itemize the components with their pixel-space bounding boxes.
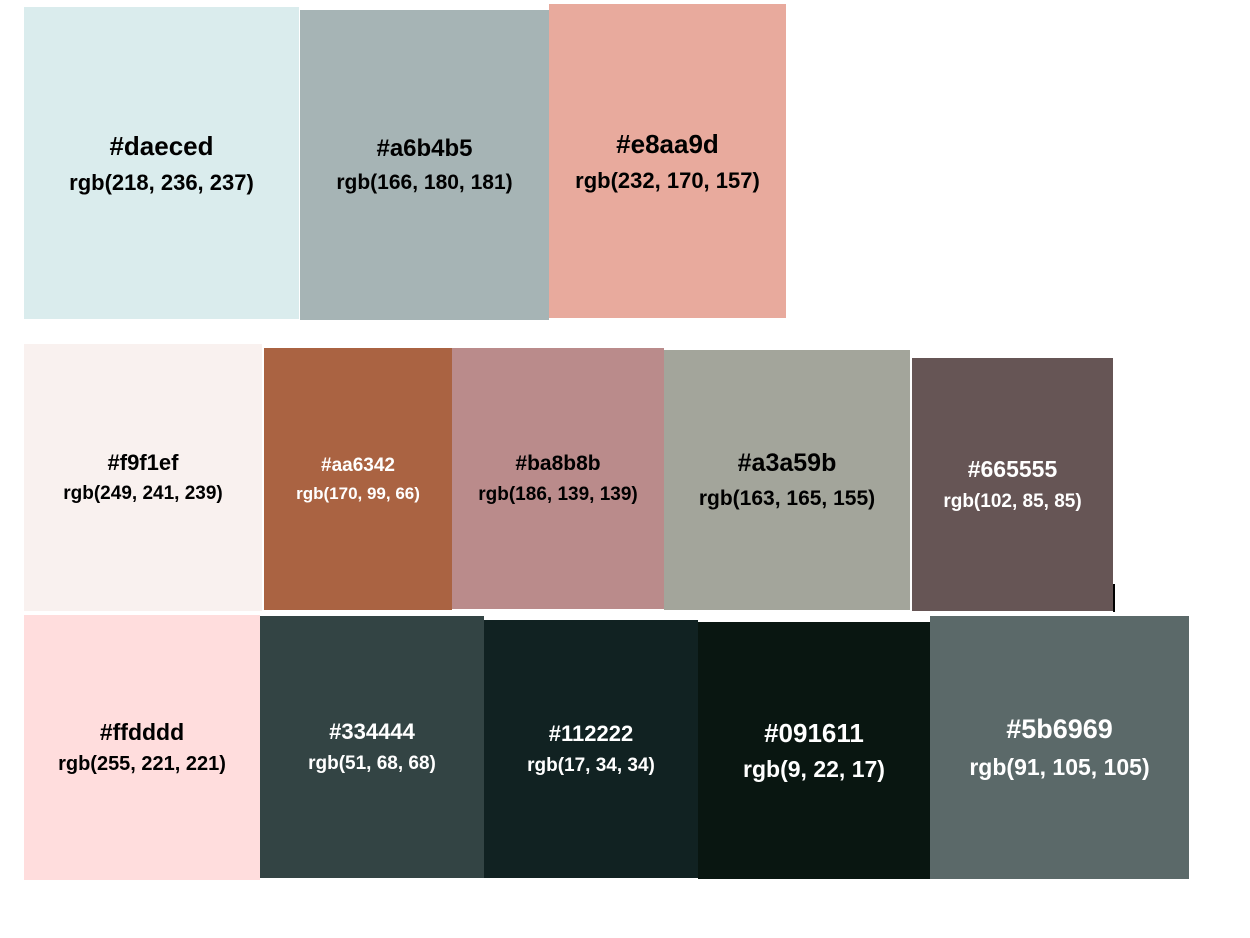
swatch-rgb-label: rgb(249, 241, 239) <box>63 483 223 505</box>
swatch-rgb-label: rgb(102, 85, 85) <box>943 491 1082 512</box>
color-swatch: #aa6342 rgb(170, 99, 66) <box>264 348 452 610</box>
swatch-rgb-label: rgb(51, 68, 68) <box>308 752 436 774</box>
swatch-rgb-label: rgb(17, 34, 34) <box>527 754 655 776</box>
color-swatch: #a6b4b5 rgb(166, 180, 181) <box>300 10 549 320</box>
swatch-hex-label: #ba8b8b <box>515 451 601 475</box>
swatch-rgb-label: rgb(163, 165, 155) <box>698 486 876 510</box>
swatch-hex-label: #a6b4b5 <box>376 134 473 162</box>
swatch-rgb-label: rgb(232, 170, 157) <box>575 167 760 193</box>
swatch-hex-label: #334444 <box>329 719 415 745</box>
swatch-hex-label: #aa6342 <box>321 454 395 476</box>
color-swatch: #e8aa9d rgb(232, 170, 157) <box>549 4 786 318</box>
color-swatch: #091611 rgb(9, 22, 17) <box>698 622 930 879</box>
color-swatch: #ba8b8b rgb(186, 139, 139) <box>452 348 664 609</box>
swatch-hex-label: #daeced <box>109 131 214 161</box>
swatch-hex-label: #5b6969 <box>1006 714 1113 745</box>
divider-mark <box>1113 584 1115 612</box>
swatch-hex-label: #a3a59b <box>737 449 837 478</box>
swatch-rgb-label: rgb(9, 22, 17) <box>743 756 885 783</box>
swatch-hex-label: #091611 <box>764 717 864 748</box>
color-swatch: #112222 rgb(17, 34, 34) <box>484 620 698 878</box>
swatch-rgb-label: rgb(255, 221, 221) <box>58 753 226 776</box>
swatch-hex-label: #ffdddd <box>99 718 185 745</box>
color-swatch: #665555 rgb(102, 85, 85) <box>912 358 1113 611</box>
swatch-rgb-label: rgb(218, 236, 237) <box>69 169 254 195</box>
swatch-rgb-label: rgb(186, 139, 139) <box>478 483 638 505</box>
color-swatch: #daeced rgb(218, 236, 237) <box>24 7 299 319</box>
color-swatch: #5b6969 rgb(91, 105, 105) <box>930 616 1189 879</box>
color-swatch: #a3a59b rgb(163, 165, 155) <box>664 350 910 610</box>
swatch-rgb-label: rgb(170, 99, 66) <box>296 484 420 504</box>
color-swatch: #334444 rgb(51, 68, 68) <box>260 616 484 878</box>
color-swatch: #f9f1ef rgb(249, 241, 239) <box>24 344 262 611</box>
swatch-hex-label: #e8aa9d <box>616 129 719 159</box>
swatch-rgb-label: rgb(166, 180, 181) <box>336 170 513 194</box>
swatch-hex-label: #665555 <box>967 456 1058 483</box>
swatch-hex-label: #112222 <box>548 721 634 747</box>
color-swatch: #ffdddd rgb(255, 221, 221) <box>24 615 260 880</box>
swatch-hex-label: #f9f1ef <box>107 449 179 475</box>
swatch-rgb-label: rgb(91, 105, 105) <box>969 754 1150 780</box>
